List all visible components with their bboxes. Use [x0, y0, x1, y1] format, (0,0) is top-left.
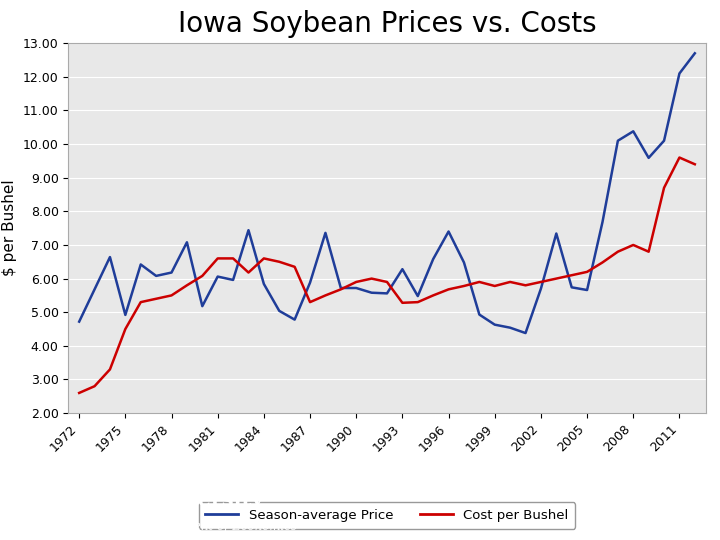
Y-axis label: $ per Bushel: $ per Bushel: [2, 180, 17, 276]
Title: Iowa Soybean Prices vs. Costs: Iowa Soybean Prices vs. Costs: [178, 10, 596, 38]
Text: Iowa State University: Iowa State University: [13, 490, 264, 510]
Legend: Season-average Price, Cost per Bushel: Season-average Price, Cost per Bushel: [199, 502, 575, 529]
Text: University Extension/Department of Economics: University Extension/Department of Econo…: [13, 520, 297, 533]
